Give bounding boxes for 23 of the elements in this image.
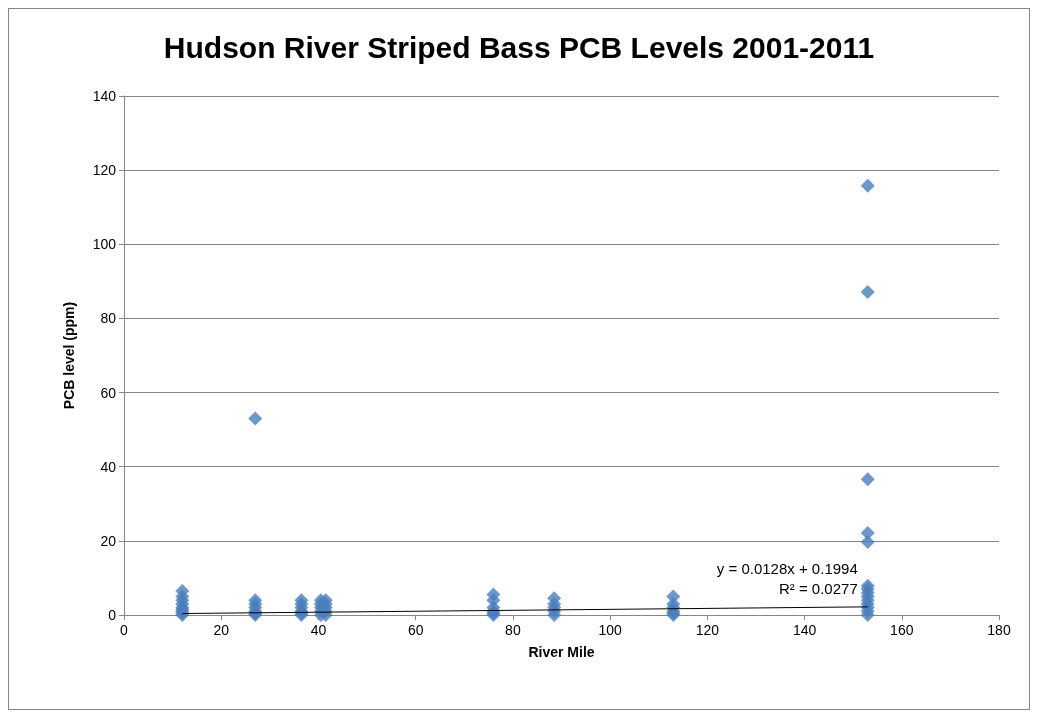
y-tick-label: 100	[92, 236, 117, 253]
y-tick-label: 120	[92, 162, 117, 179]
annotation: y = 0.0128x + 0.1994	[716, 559, 858, 577]
y-tick-label: 140	[92, 88, 117, 104]
x-tick-label: 140	[792, 622, 817, 638]
y-tick-label: 20	[100, 532, 117, 549]
x-tick-label: 20	[213, 622, 230, 638]
x-tick-label: 180	[987, 622, 1011, 638]
y-tick-label: 60	[100, 384, 117, 401]
x-tick-label: 100	[598, 622, 622, 638]
y-tick-label: 40	[100, 458, 117, 475]
x-tick-label: 120	[695, 622, 720, 638]
chart-title: Hudson River Striped Bass PCB Levels 2001-2011	[163, 30, 875, 64]
x-axis-title: River Mile	[528, 644, 595, 660]
x-tick-label: 80	[505, 622, 521, 638]
annotation: R² = 0.0277	[778, 579, 858, 597]
y-axis-title: PCB level (ppm)	[61, 301, 77, 410]
y-tick-label: 0	[108, 607, 117, 623]
x-tick-label: 0	[120, 622, 129, 638]
x-tick-label: 60	[407, 622, 424, 638]
x-tick-label: 40	[310, 622, 327, 638]
x-tick-label: 160	[890, 622, 914, 638]
y-tick-label: 80	[100, 310, 117, 327]
